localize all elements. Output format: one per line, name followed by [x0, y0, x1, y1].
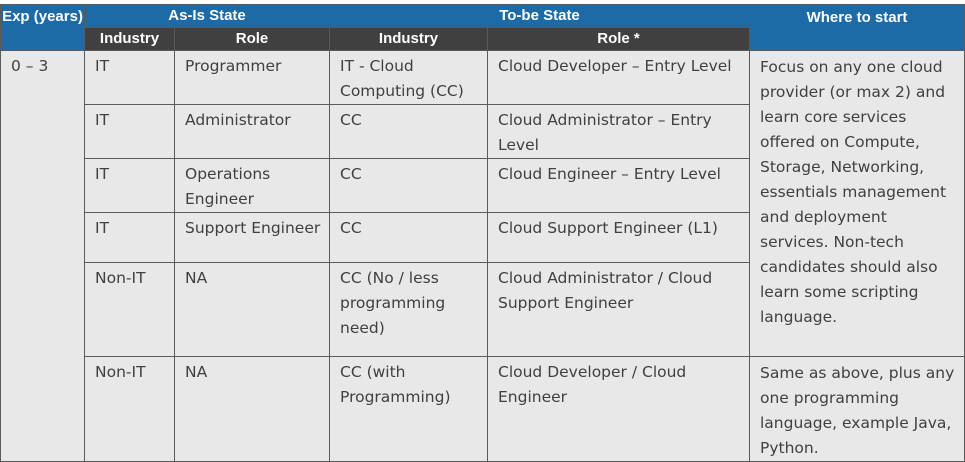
- table-row: 0 – 3 IT Programmer IT - Cloud Computing…: [0, 50, 965, 462]
- to-be-industry-cell: CC: [329, 212, 488, 263]
- role-cell: Operations Engineer: [174, 158, 330, 213]
- as-is-industry-header: Industry: [84, 27, 175, 51]
- where-to-start-cell: Focus on any one cloud provider (or max …: [749, 50, 965, 357]
- to-be-industry-header: Industry: [329, 27, 488, 51]
- industry-cell: IT: [84, 212, 175, 263]
- where-to-start-header: Where to start: [749, 4, 965, 51]
- role-cell: Support Engineer: [174, 212, 330, 263]
- to-be-industry-cell: IT - Cloud Computing (CC): [329, 50, 488, 105]
- role-cell: Programmer: [174, 50, 330, 105]
- exp-header: Exp (years): [0, 4, 85, 51]
- to-be-industry-cell: CC: [329, 104, 488, 159]
- table-row: IT Operations Engineer CC Cloud Engineer…: [1, 158, 965, 213]
- to-be-role-cell: Cloud Administrator – Entry Level: [487, 104, 750, 159]
- to-be-role-cell: Cloud Support Engineer (L1): [487, 212, 750, 263]
- as-is-role-header: Role: [174, 27, 330, 51]
- industry-cell: IT: [84, 158, 175, 213]
- industry-cell: Non-IT: [84, 356, 175, 462]
- to-be-industry-cell: CC (No / less programming need): [329, 262, 488, 357]
- to-be-role-cell: Cloud Developer / Cloud Engineer: [487, 356, 750, 462]
- role-cell: NA: [174, 356, 330, 462]
- to-be-industry-cell: CC (with Programming): [329, 356, 488, 462]
- role-cell: NA: [174, 262, 330, 357]
- industry-cell: IT: [84, 104, 175, 159]
- table-row: IT Administrator CC Cloud Administrator …: [1, 104, 965, 159]
- table-row: Non-IT NA CC (with Programming) Cloud De…: [1, 356, 965, 462]
- table-row: IT Support Engineer CC Cloud Support Eng…: [1, 212, 965, 263]
- to-be-role-cell: Cloud Engineer – Entry Level: [487, 158, 750, 213]
- industry-cell: IT: [84, 50, 175, 105]
- to-be-role-header: Role *: [487, 27, 750, 51]
- table-row: Non-IT NA CC (No / less programming need…: [1, 262, 965, 357]
- career-path-table: Exp (years) As-Is State To-be State Wher…: [0, 4, 965, 462]
- to-be-role-cell: Cloud Administrator / Cloud Support Engi…: [487, 262, 750, 357]
- exp-value: 0 – 3: [0, 50, 85, 462]
- industry-cell: Non-IT: [84, 262, 175, 357]
- as-is-header: As-Is State: [84, 4, 330, 28]
- to-be-industry-cell: CC: [329, 158, 488, 213]
- to-be-header: To-be State: [329, 4, 750, 28]
- to-be-role-cell: Cloud Developer – Entry Level: [487, 50, 750, 105]
- where-to-start-cell: Same as above, plus any one programming …: [749, 356, 965, 462]
- role-cell: Administrator: [174, 104, 330, 159]
